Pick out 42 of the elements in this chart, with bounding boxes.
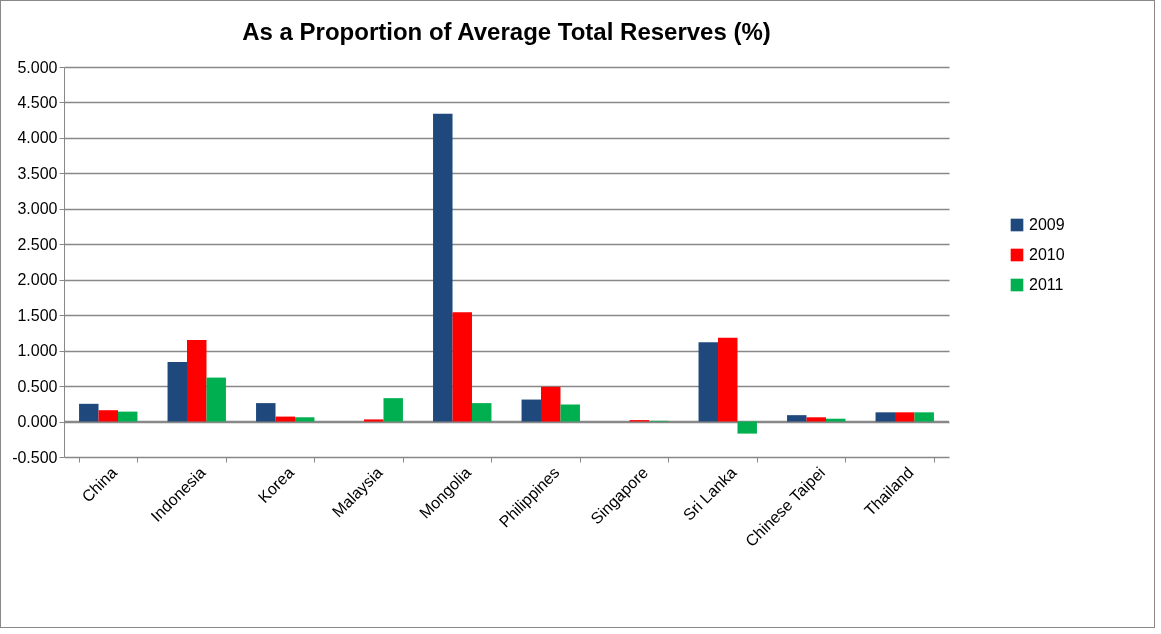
bar bbox=[383, 398, 403, 422]
bar bbox=[187, 340, 207, 422]
bar bbox=[806, 417, 826, 422]
bar bbox=[718, 337, 738, 422]
y-tick-label: 1.000 bbox=[17, 342, 58, 360]
y-tick-label: 1.500 bbox=[17, 306, 58, 324]
bar bbox=[914, 412, 934, 422]
bar bbox=[117, 411, 138, 422]
bar bbox=[787, 415, 807, 422]
y-tick-label: 3.500 bbox=[17, 164, 58, 182]
y-tick-label: 4.000 bbox=[17, 129, 58, 147]
y-tick-label: 3.000 bbox=[17, 200, 58, 218]
bar bbox=[98, 410, 118, 422]
legend-label: 2010 bbox=[1029, 246, 1065, 263]
bar bbox=[737, 421, 757, 434]
bar bbox=[256, 403, 276, 422]
bar bbox=[698, 342, 719, 422]
bar bbox=[433, 113, 453, 422]
y-tick-label: 0.500 bbox=[17, 377, 58, 395]
legend-label: 2009 bbox=[1029, 216, 1065, 233]
y-tick-label: 4.500 bbox=[17, 93, 58, 111]
bar bbox=[875, 412, 896, 422]
bar bbox=[79, 403, 99, 422]
bar bbox=[541, 386, 561, 422]
bar bbox=[521, 399, 542, 422]
bar bbox=[895, 412, 915, 422]
legend-label: 2011 bbox=[1029, 276, 1064, 293]
bar bbox=[206, 377, 226, 422]
bar bbox=[294, 417, 315, 422]
y-tick-label: -0.500 bbox=[12, 448, 58, 466]
bar bbox=[825, 418, 846, 422]
bar bbox=[471, 403, 492, 422]
bar bbox=[167, 361, 188, 422]
chart-title: As a Proportion of Average Total Reserves (%) bbox=[242, 18, 771, 45]
y-tick-label: 2.000 bbox=[17, 271, 58, 289]
y-tick-label: 5.000 bbox=[17, 58, 58, 76]
bar bbox=[452, 312, 472, 422]
bar bbox=[364, 419, 384, 422]
y-tick-label: 0.000 bbox=[17, 413, 58, 431]
bar bbox=[560, 404, 580, 422]
bar bbox=[275, 416, 295, 422]
y-tick-label: 2.500 bbox=[17, 235, 58, 253]
